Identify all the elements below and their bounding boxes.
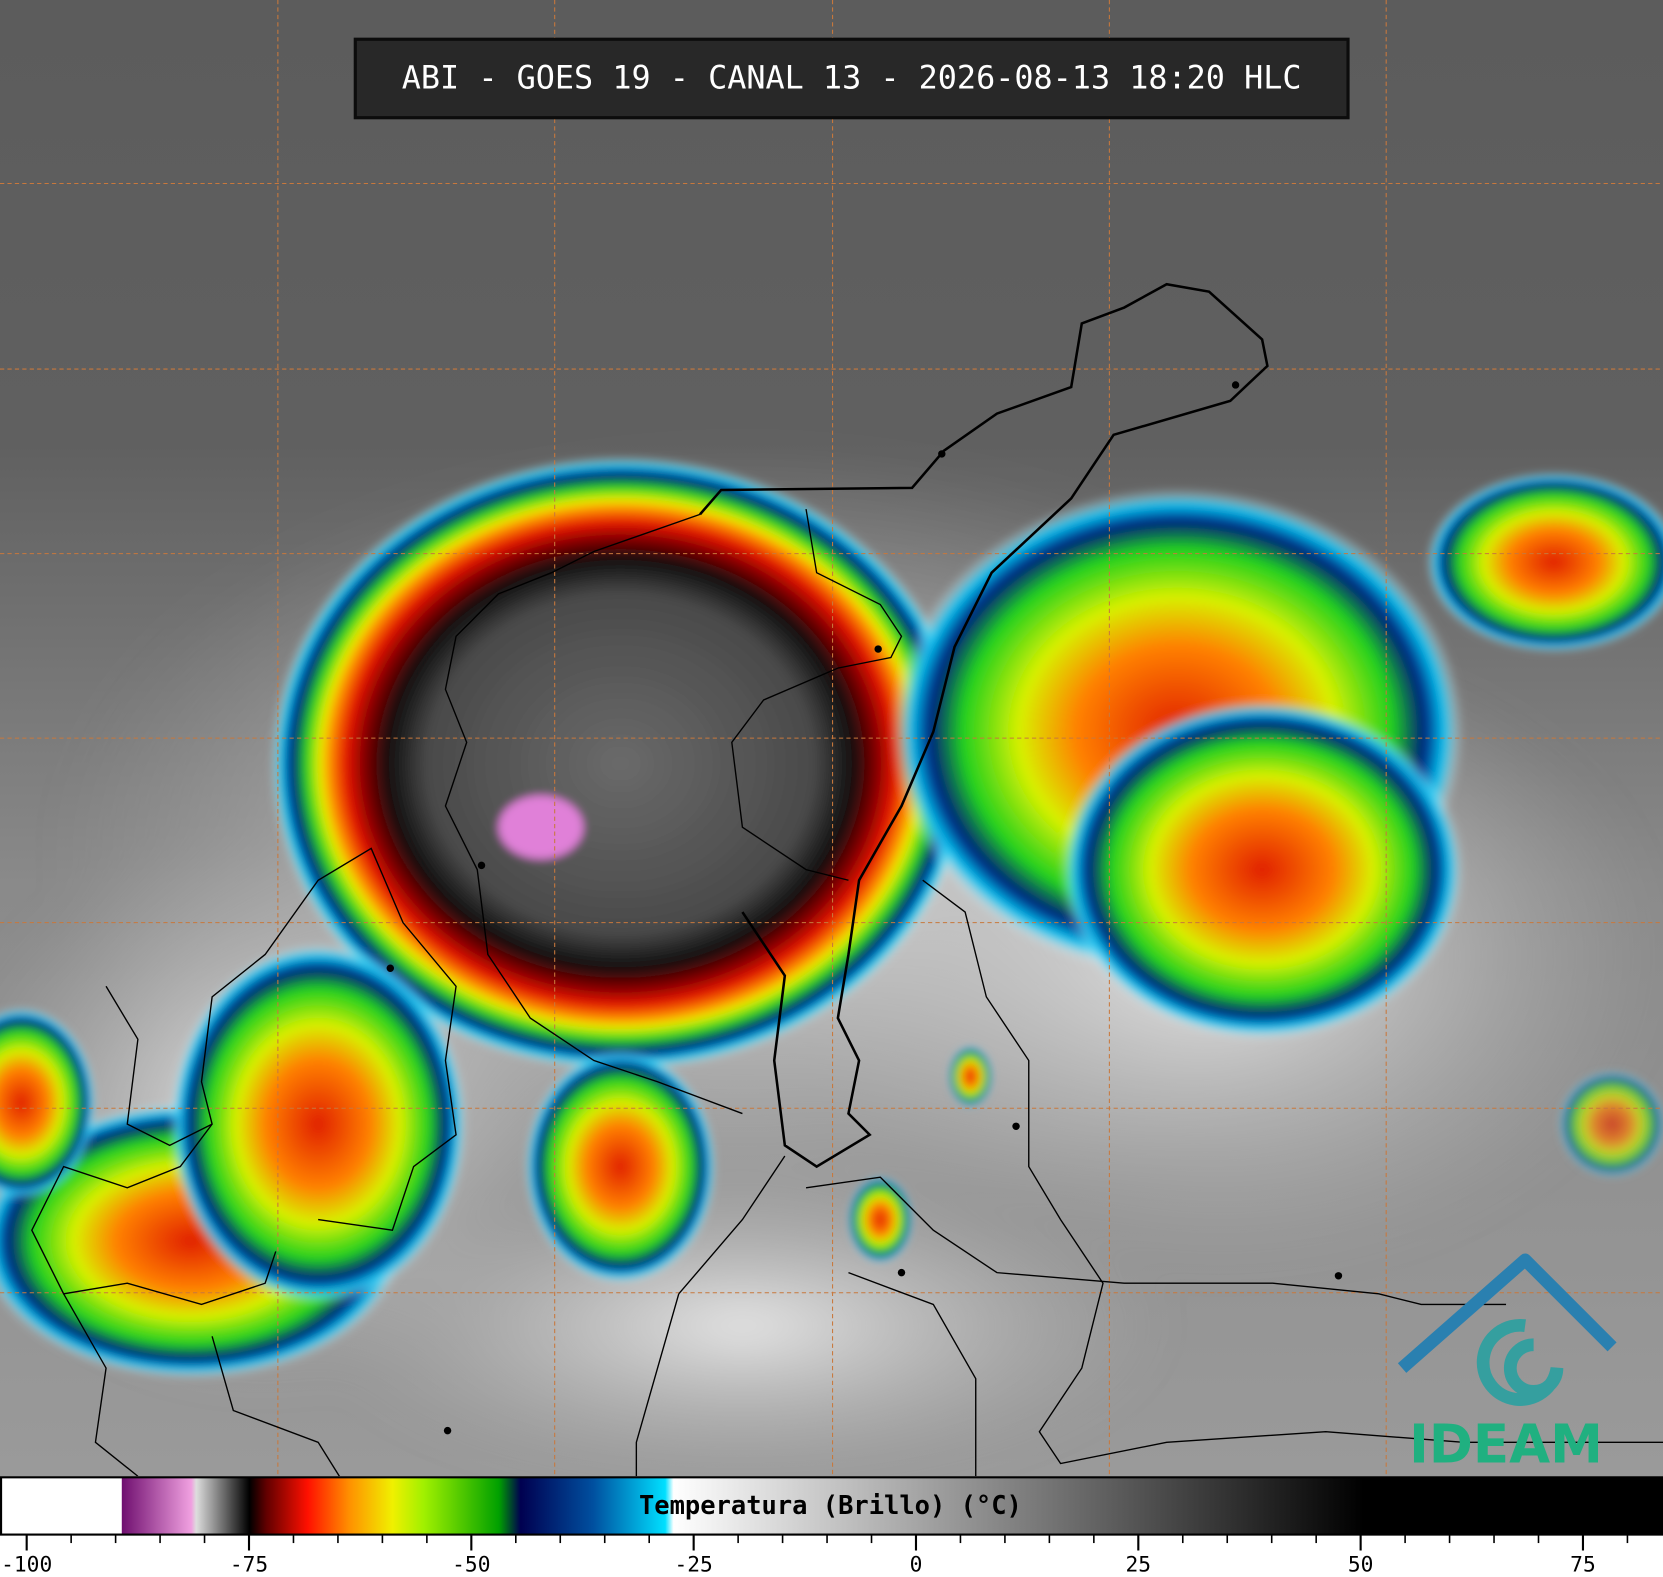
colorbar-tick-label: -25 <box>675 1552 713 1577</box>
colorbar-tick-label: 75 <box>1570 1552 1596 1577</box>
political-borders <box>31 282 1663 1477</box>
city-markers <box>386 381 1343 1435</box>
title-background <box>353 37 1350 120</box>
logo-text: IDEAM <box>1409 1413 1603 1475</box>
colorbar-tick-label: -50 <box>452 1552 490 1577</box>
storm-cells <box>0 456 1663 1379</box>
title-box: ABI - GOES 19 - CANAL 13 - 2026-08-13 18… <box>353 37 1350 120</box>
colorbar-ramp <box>0 1476 1663 1536</box>
colorbar-tick-label: -75 <box>230 1552 268 1577</box>
colorbar-tick-label: 25 <box>1126 1552 1152 1577</box>
lat-lon-grid <box>0 0 1663 1477</box>
logo: IDEAM <box>1397 1253 1617 1475</box>
colorbar-tick-label: 0 <box>910 1552 923 1577</box>
title: ABI - GOES 19 - CANAL 13 - 2026-08-13 18… <box>402 59 1302 97</box>
colorbar: Temperatura (Brillo) (°C) -100 -75 -50 -25 0… <box>0 1476 1663 1577</box>
colorbar-tick-label: -100 <box>1 1552 52 1577</box>
colorbar-tick-label: 50 <box>1348 1552 1374 1577</box>
colorbar-label: Temperatura (Brillo) (°C) <box>639 1491 1022 1521</box>
